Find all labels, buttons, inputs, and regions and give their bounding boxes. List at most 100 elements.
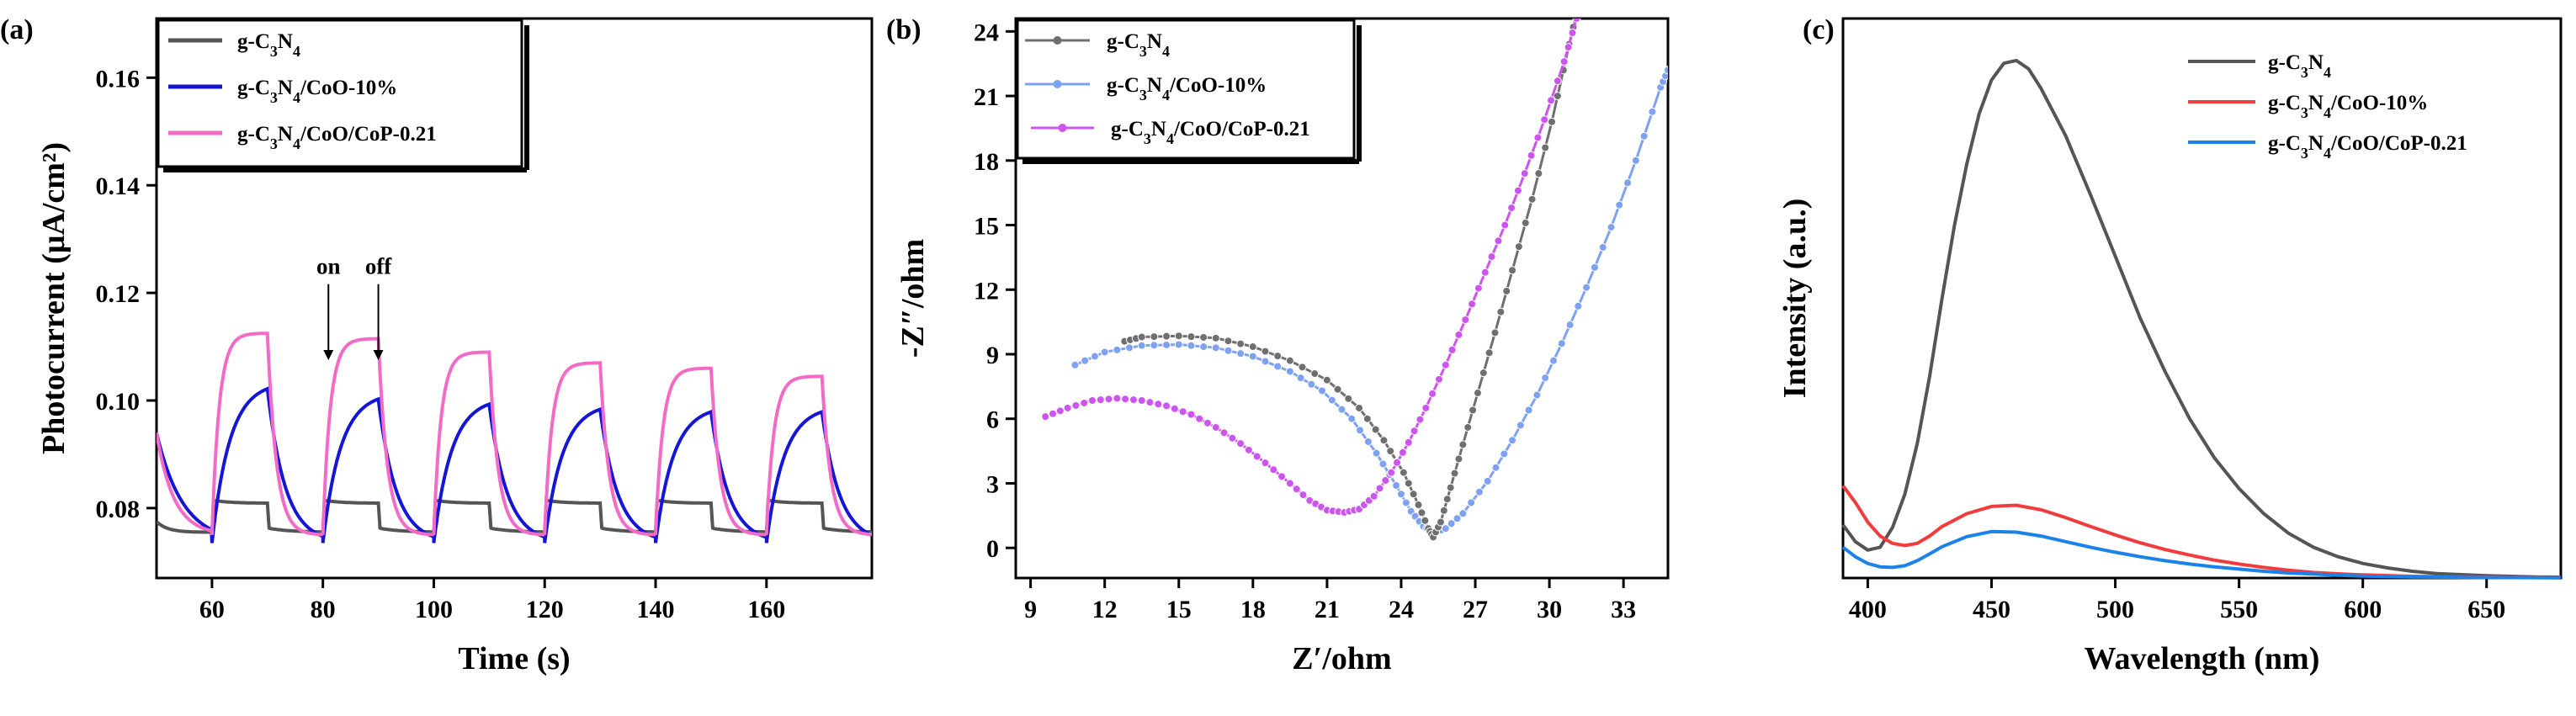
data-marker	[1236, 339, 1246, 348]
data-marker	[1356, 426, 1365, 435]
data-marker	[1461, 316, 1470, 325]
data-marker	[1404, 438, 1413, 447]
data-marker	[1439, 506, 1448, 515]
y-tick-label: 0.08	[96, 496, 141, 523]
data-marker	[1071, 400, 1081, 410]
text-span: 4	[293, 89, 300, 106]
text-span: N	[278, 77, 293, 99]
data-marker	[1421, 403, 1431, 412]
y-axis-title: Photocurrent (μA/cm²)	[36, 142, 72, 454]
data-marker	[1322, 375, 1331, 385]
data-marker	[1500, 449, 1509, 459]
data-marker	[1474, 284, 1483, 293]
data-marker	[1318, 386, 1327, 395]
data-marker	[1337, 405, 1346, 414]
data-marker	[1327, 395, 1336, 405]
text-span: g-C	[2268, 132, 2301, 155]
data-marker	[1381, 476, 1390, 485]
data-marker	[1174, 331, 1183, 341]
data-marker	[1648, 107, 1657, 116]
data-marker	[1252, 452, 1261, 461]
text-span: 4	[293, 135, 300, 152]
legend-box	[157, 19, 523, 168]
data-marker	[1070, 360, 1080, 369]
plot-frame	[1014, 17, 1670, 580]
data-marker	[1310, 369, 1320, 379]
data-marker	[1574, 301, 1583, 310]
data-marker	[1211, 422, 1220, 432]
data-marker	[1428, 389, 1437, 398]
x-tick-label: 120	[526, 596, 564, 623]
data-marker	[1568, 29, 1577, 38]
data-marker	[1375, 484, 1384, 493]
data-marker	[1557, 339, 1566, 348]
data-marker	[1479, 369, 1488, 378]
data-marker	[1598, 242, 1607, 252]
annotation-off: off	[365, 254, 392, 279]
text-span: 3	[2301, 104, 2308, 121]
data-marker	[1639, 131, 1649, 141]
data-marker	[1379, 436, 1389, 445]
data-marker	[1574, 6, 1581, 13]
x-tick-label: 27	[1463, 596, 1488, 623]
annotation-on: on	[316, 254, 341, 279]
text-span: g-C	[1107, 30, 1139, 53]
data-marker	[1454, 330, 1463, 339]
data-marker	[1572, 19, 1581, 23]
text-span: g-C	[2268, 51, 2301, 74]
data-marker	[1392, 481, 1401, 491]
data-marker	[1298, 363, 1307, 372]
data-marker	[1516, 421, 1525, 430]
data-marker	[1401, 498, 1410, 507]
legend-box	[1016, 19, 1356, 160]
y-tick-label: 12	[974, 277, 999, 305]
data-marker	[1541, 143, 1550, 152]
data-marker	[1468, 300, 1477, 309]
y-axis-title: Intensity (a.u.)	[1777, 199, 1813, 399]
x-tick-label: 400	[1849, 596, 1887, 623]
data-marker	[1137, 395, 1146, 405]
data-marker	[1520, 169, 1529, 178]
y-axis-title: -Z″/ohm	[895, 239, 931, 358]
data-marker	[1355, 403, 1364, 412]
data-marker	[1607, 223, 1616, 232]
text-span: 4	[293, 43, 300, 60]
data-marker	[1521, 218, 1530, 227]
series-markers-1	[1120, 6, 1581, 542]
data-marker	[1524, 406, 1533, 415]
y-tick-label: 21	[974, 83, 999, 111]
panel-label: (a)	[0, 14, 34, 45]
data-marker	[1224, 346, 1233, 355]
text-span: 3	[1139, 43, 1147, 60]
data-marker	[1125, 343, 1134, 353]
data-marker	[1463, 422, 1473, 432]
data-marker	[1129, 395, 1138, 405]
data-marker	[1467, 498, 1476, 507]
data-marker	[1041, 412, 1050, 422]
x-tick-label: 80	[311, 596, 336, 623]
legend-entry-3: g-C3N4/CoO/CoP-0.21	[1111, 118, 1310, 147]
data-marker	[1121, 395, 1130, 404]
data-marker	[1113, 394, 1122, 403]
data-marker	[1088, 395, 1097, 405]
x-tick-label: 450	[1973, 596, 2010, 623]
data-marker	[1049, 409, 1058, 418]
data-marker	[1508, 266, 1517, 275]
data-marker	[1421, 516, 1430, 525]
data-marker	[1228, 433, 1237, 443]
plot-frame	[1841, 17, 2563, 580]
y-tick-label: 0.14	[96, 172, 141, 200]
data-marker	[1090, 352, 1099, 361]
legend-marker-3	[1058, 124, 1067, 132]
data-marker	[1387, 468, 1396, 477]
panel-b: 9 12 15 18 21 24 27 30 3303691215182124Z′/ohm-Z″…	[886, 6, 1670, 676]
data-marker	[1170, 404, 1179, 413]
data-marker	[1474, 487, 1484, 496]
legend-entry-2: g-C3N4/CoO-10%	[1107, 74, 1267, 103]
x-tick-label: 9	[1024, 596, 1037, 623]
legend-entry-1: g-C3N4	[1107, 30, 1170, 60]
data-marker	[1409, 490, 1418, 499]
data-marker	[1248, 352, 1257, 361]
series-markers-2	[1070, 66, 1668, 538]
text-span: g-C	[1111, 118, 1144, 141]
